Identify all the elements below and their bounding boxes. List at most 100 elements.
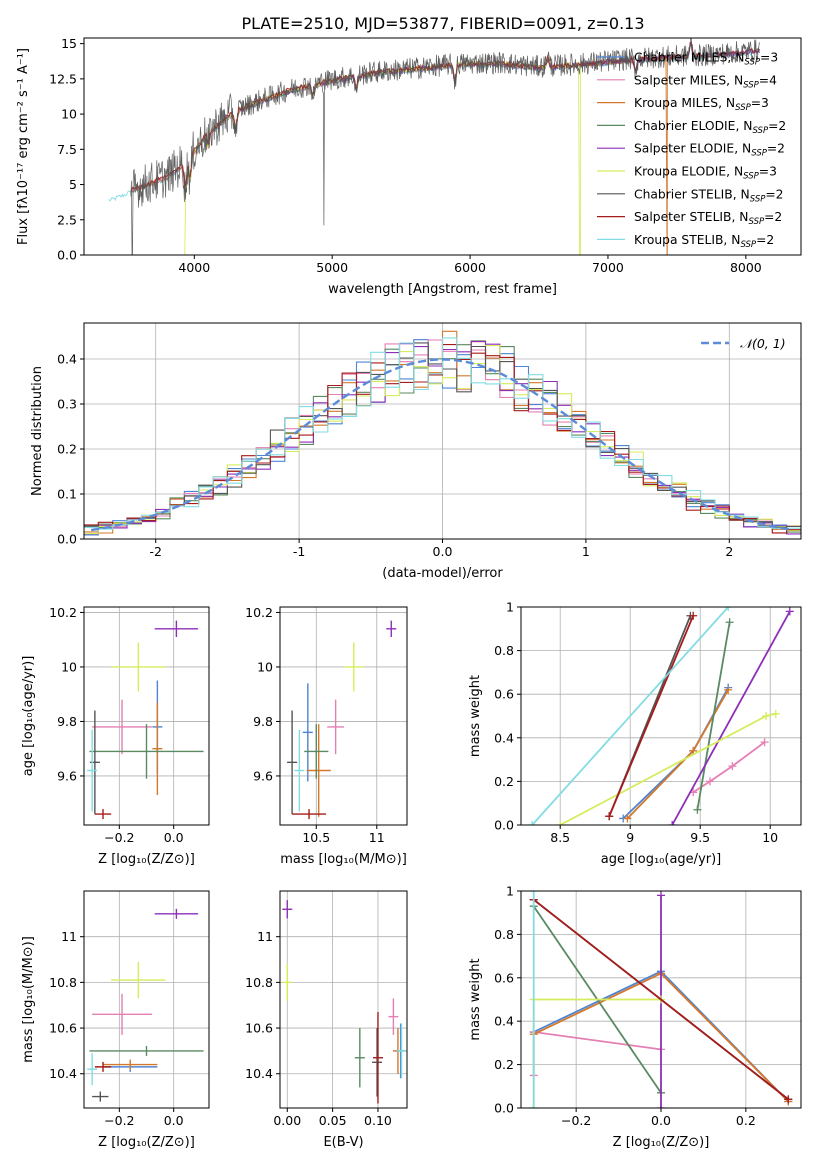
legend-entry: Chabrier ELODIE, NSSP=2 — [597, 119, 786, 136]
data-point — [304, 724, 329, 779]
axes-border — [279, 890, 408, 1109]
y-tick-label: 0.4 — [57, 352, 77, 367]
plot-area — [528, 607, 794, 825]
y-tick-label: 12.5 — [49, 71, 77, 86]
legend-label: Chabrier ELODIE, NSSP=2 — [634, 119, 786, 136]
y-tick-label: 7.5 — [57, 142, 77, 157]
x-tick-label: -1 — [293, 544, 305, 559]
spectrum-line-chabrier-stelib — [130, 38, 760, 255]
panel-residuals — [84, 323, 801, 540]
axes-frame: −0.2 0.0 0.2 0.0 0.2 0.4 0.6 0.8 1 Z [log₁₀(Z/Z⊙)… — [468, 884, 802, 1150]
y-tick-label: 0.1 — [57, 487, 77, 502]
x-tick-label: 0.2 — [736, 1113, 756, 1128]
axes-frame: 10.5 11 9.6 9.8 10 10.2 mass [log₁₀(M/M⊙)] — [245, 605, 408, 867]
y-tick-label: 0.8 — [494, 927, 514, 942]
x-tick-label: −0.2 — [561, 1113, 591, 1128]
data-point — [89, 710, 100, 815]
spectrum-line-kroupa-miles — [130, 54, 668, 255]
y-tick-label: 11 — [257, 929, 273, 944]
y-axis-label: mass weight — [468, 675, 483, 757]
data-point — [89, 1045, 204, 1056]
data-point — [354, 1028, 365, 1088]
x-axis-label: Z [log₁₀(Z/Z⊙)] — [613, 1135, 710, 1150]
data-point — [306, 724, 331, 817]
legend-label: Kroupa ELODIE, NSSP=3 — [634, 165, 777, 182]
x-tick-label: 8000 — [730, 260, 762, 275]
x-tick-label: 1 — [582, 544, 590, 559]
x-tick-label: 9.5 — [690, 830, 710, 845]
data-point — [388, 998, 399, 1035]
legend-label: Chabrier STELIB, NSSP=2 — [634, 187, 784, 204]
spectrum-line-kroupa-elodie — [184, 55, 581, 255]
x-tick-label: 0.0 — [433, 544, 453, 559]
legend-entry: Salpeter STELIB, NSSP=2 — [597, 210, 782, 227]
figure-title: PLATE=2510, MJD=53877, FIBERID=0091, z=0… — [241, 14, 644, 33]
data-point — [287, 710, 298, 815]
y-tick-label: 10 — [257, 659, 273, 674]
data-point — [372, 1012, 383, 1104]
legend-entry: Salpeter ELODIE, NSSP=2 — [597, 142, 785, 159]
data-point — [94, 809, 112, 820]
y-tick-label: 0.0 — [494, 818, 514, 833]
axes-border — [83, 37, 802, 256]
panel-mass-vs-Z — [84, 891, 209, 1108]
axes-frame: 8.5 9 9.5 10 0.0 0.2 0.4 0.6 0.8 1 age [log₁₀(age/… — [468, 600, 802, 867]
plot-area — [108, 38, 760, 255]
data-point — [94, 1061, 112, 1072]
plot-area — [87, 908, 204, 1102]
y-axis-label: age [log₁₀(age/yr)] — [21, 656, 36, 777]
data-point — [386, 620, 397, 637]
x-axis-label: mass [log₁₀(M/M⊙)] — [280, 852, 407, 867]
weight-marker — [529, 1104, 538, 1108]
weight-marker — [785, 607, 794, 616]
y-tick-label: 0.0 — [57, 532, 77, 547]
y-tick-label: 0.2 — [57, 442, 77, 457]
weight-marker — [528, 821, 537, 825]
y-axis-label: mass [log₁₀(M/M⊙)] — [21, 936, 36, 1063]
x-axis-label: (data-model)/error — [382, 566, 503, 581]
data-point — [103, 1059, 158, 1070]
x-tick-label: 5000 — [316, 260, 348, 275]
y-tick-label: 10.2 — [245, 605, 273, 620]
y-tick-label: 10.2 — [49, 605, 77, 620]
y-tick-label: 10 — [61, 659, 77, 674]
y-tick-label: 0.2 — [494, 774, 514, 789]
x-tick-label: 0.00 — [273, 1113, 301, 1128]
data-point — [327, 699, 345, 755]
weight-marker — [728, 762, 737, 771]
plot-area — [529, 891, 793, 1108]
legend-entry: Kroupa MILES, NSSP=3 — [597, 96, 769, 113]
weight-marker — [724, 685, 733, 694]
weight-line — [531, 607, 729, 825]
x-tick-label: 11 — [369, 830, 385, 845]
x-tick-label: -2 — [149, 544, 161, 559]
data-point — [294, 729, 305, 812]
data-point — [152, 702, 163, 796]
data-point — [92, 993, 152, 1035]
weight-marker — [771, 709, 780, 718]
data-point — [396, 1023, 407, 1079]
y-tick-label: 9.8 — [253, 714, 273, 729]
axes-border — [520, 606, 802, 826]
y-tick-label: 10 — [61, 107, 77, 122]
x-tick-label: −0.2 — [104, 830, 134, 845]
weight-marker — [657, 891, 665, 900]
axes-border — [279, 606, 408, 826]
weight-line — [532, 1030, 662, 1076]
weight-line — [532, 998, 661, 1108]
y-tick-label: 0.4 — [494, 1014, 514, 1029]
x-tick-label: 6000 — [454, 260, 486, 275]
panel-age-vs-mass — [280, 607, 407, 825]
y-axis-label: Normed distribution — [30, 366, 45, 496]
axes-frame: −0.2 0.0 9.6 9.8 10 10.2 Z [log₁₀(Z/Z⊙)] age [l… — [21, 605, 210, 867]
x-tick-label: −0.2 — [104, 1113, 134, 1128]
data-point — [87, 729, 98, 812]
weight-marker — [668, 821, 677, 825]
data-point — [154, 908, 199, 919]
y-tick-label: 0.2 — [494, 1057, 514, 1072]
weight-marker — [725, 618, 734, 627]
y-tick-label: 1 — [506, 884, 514, 899]
panel-massweight-vs-age — [521, 606, 801, 826]
x-axis-label: Z [log₁₀(Z/Z⊙)] — [98, 1135, 195, 1150]
